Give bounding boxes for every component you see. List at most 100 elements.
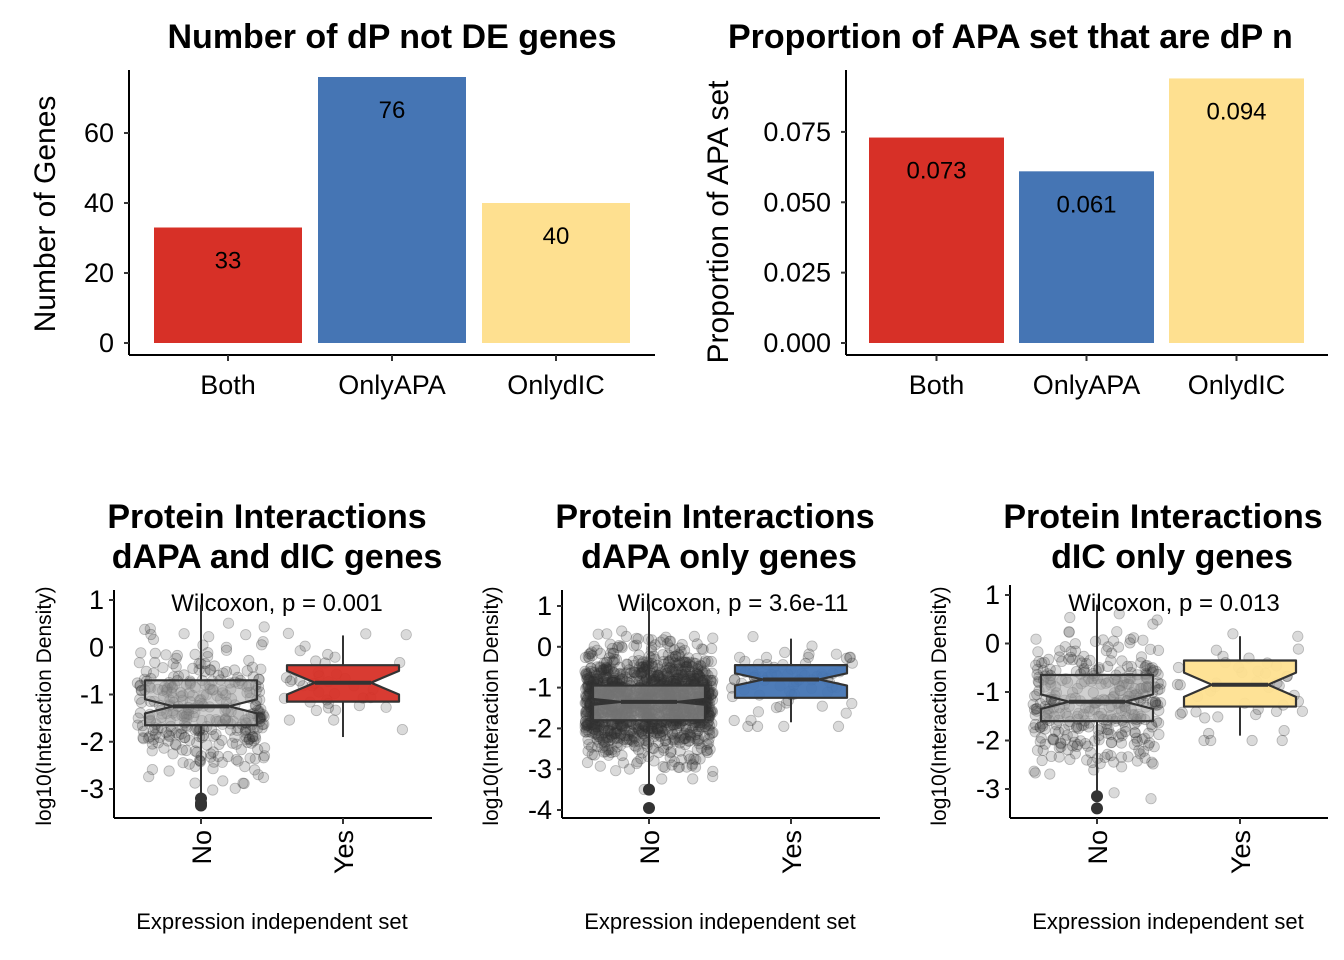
jitter-point [243,733,255,746]
jitter-point [581,719,593,731]
jitter-point [581,718,593,730]
jitter-point [1246,734,1258,747]
jitter-point [618,733,630,746]
jitter-point [589,720,601,733]
x-tick-label: Both [200,370,256,400]
jitter-point [691,726,703,738]
jitter-point [704,743,716,755]
jitter-point [636,727,648,740]
jitter-point [146,745,158,757]
jitter-point [600,662,613,674]
jitter-point [585,646,598,658]
jitter-point [241,665,253,677]
jitter-point [1063,626,1075,638]
jitter-point [694,720,706,733]
jitter-point [585,722,598,734]
jitter-point [629,732,641,744]
y-tick-label: -1 [80,680,104,710]
jitter-point [660,664,672,677]
jitter-point [176,744,188,756]
outlier-point [195,799,207,812]
jitter-point [630,632,642,644]
jitter-point [152,737,164,749]
y-tick-label: -1 [976,677,1000,707]
jitter-point [170,652,182,665]
jitter-point [662,724,674,736]
jitter-point [609,746,621,758]
jitter-point [1033,655,1045,668]
jitter-point [635,726,648,738]
jitter-point [706,677,718,689]
jitter-point [598,663,610,676]
jitter-point [637,724,649,736]
jitter-point [733,651,746,663]
jitter-point [1053,751,1065,763]
jitter-point [258,718,270,730]
jitter-point [1105,737,1118,749]
stat-annotation: Wilcoxon, p = 3.6e-11 [617,590,848,617]
jitter-point [1212,711,1224,723]
jitter-point [667,651,679,663]
jitter-point [167,658,179,670]
jitter-point [673,663,685,675]
jitter-point [666,759,678,771]
jitter-point [655,673,668,685]
jitter-point [1115,737,1128,749]
jitter-point [1030,633,1042,645]
jitter-point [706,704,718,717]
jitter-point [652,736,664,749]
jitter-point [666,653,679,665]
jitter-point [207,746,219,758]
jitter-point [672,648,685,661]
jitter-point [655,729,667,741]
jitter-point [692,668,704,681]
jitter-point [1144,643,1157,655]
jitter-point [742,720,754,733]
jitter-point [696,643,708,655]
jitter-point [597,734,609,746]
jitter-point [257,752,270,764]
jitter-point [647,725,659,738]
jitter-point [257,636,269,648]
jitter-point [1058,724,1071,736]
jitter-point [677,672,690,684]
jitter-point [580,724,593,736]
jitter-point [208,660,221,672]
jitter-point [580,683,592,695]
jitter-point [706,717,718,730]
chart-title-line-1: Protein Interactions [555,498,874,536]
jitter-point [1071,720,1083,733]
jitter-point [669,732,681,744]
jitter-point [616,749,628,762]
jitter-point [592,628,604,640]
jitter-point [669,657,681,669]
jitter-point [592,673,604,685]
jitter-point [603,662,615,674]
jitter-point [229,782,241,794]
jitter-point [693,670,705,682]
jitter-point [1032,646,1044,658]
jitter-point [222,750,234,763]
jitter-point [240,629,252,641]
jitter-point [702,737,715,749]
jitter-point [702,746,714,759]
jitter-point [702,723,714,735]
jitter-point [692,721,704,733]
jitter-point [844,651,856,664]
jitter-point [684,665,696,677]
jitter-point [132,719,144,731]
jitter-point [322,648,334,661]
jitter-point [673,649,686,662]
jitter-point [1292,643,1305,655]
jitter-point [629,667,641,679]
jitter-point [614,732,626,744]
jitter-point [632,633,644,645]
jitter-point [686,760,698,772]
jitter-point [610,765,622,777]
jitter-point [1119,725,1132,738]
jitter-point [299,640,311,652]
jitter-point [608,727,621,740]
jitter-point [1116,655,1128,667]
jitter-point [619,724,631,736]
jitter-point [679,668,692,680]
